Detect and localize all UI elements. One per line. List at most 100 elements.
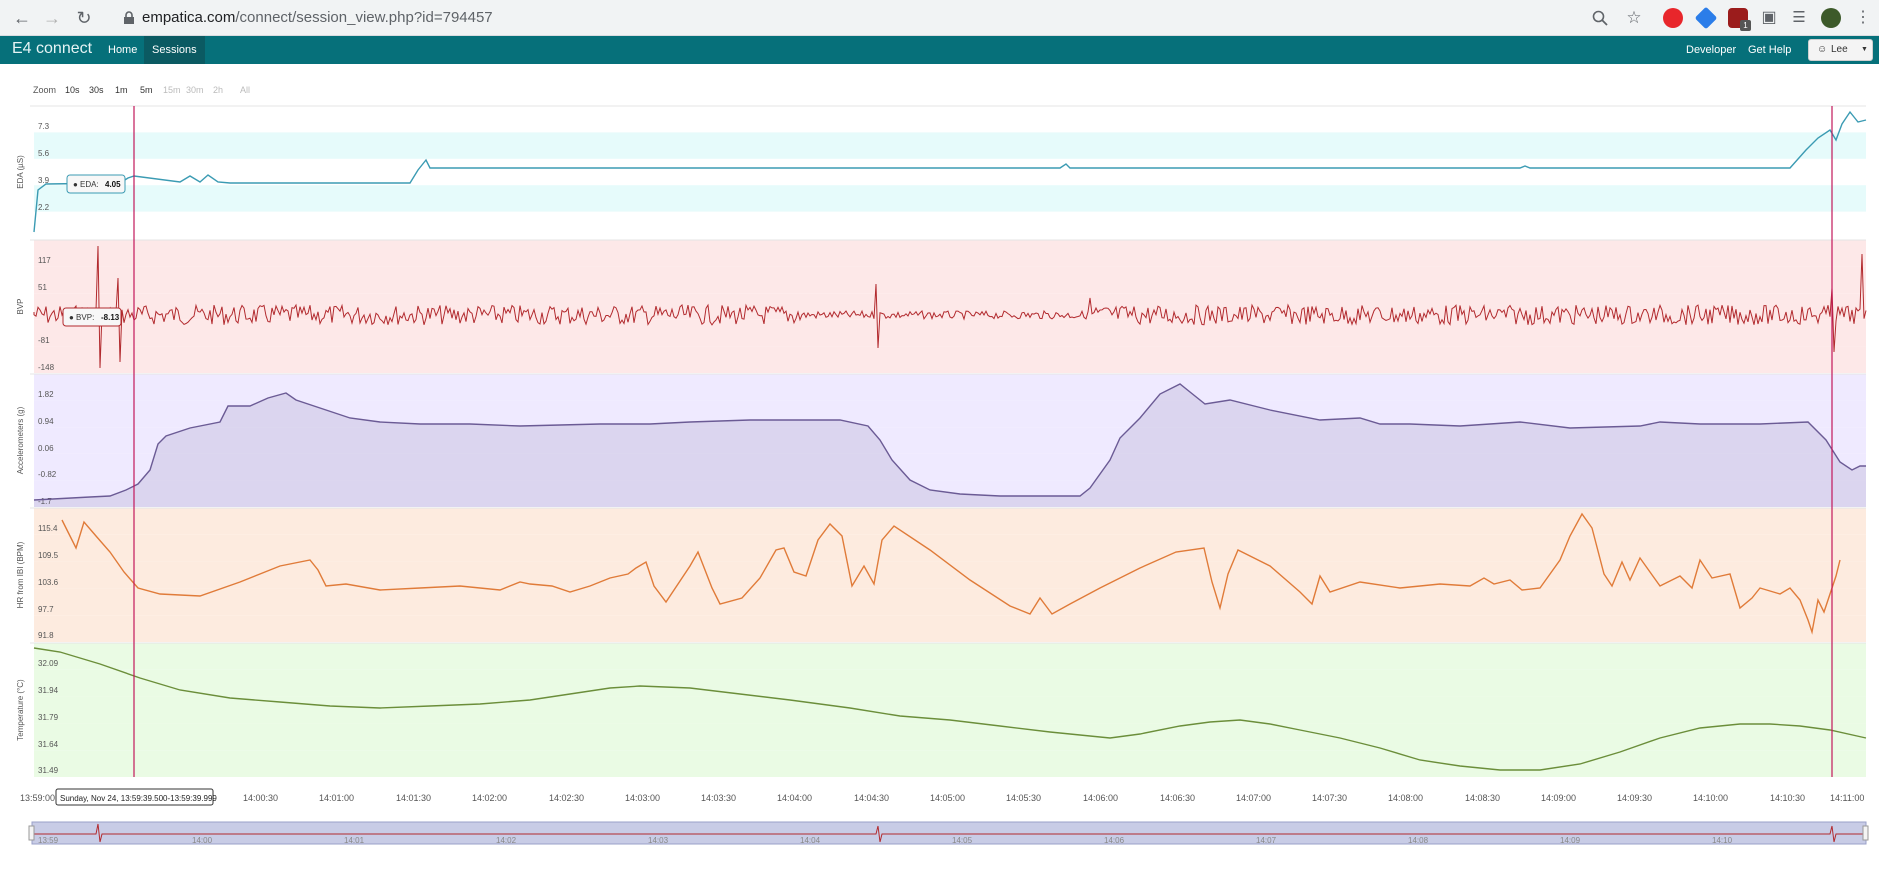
hover-time-label: Sunday, Nov 24, 13:59:39.500-13:59:39.99…: [60, 794, 217, 803]
navigator-handle-right[interactable]: [1862, 825, 1869, 841]
band: [34, 346, 1866, 373]
band: [34, 319, 1866, 347]
band: [34, 266, 1866, 294]
y-axis-label: EDA (µS): [16, 155, 25, 189]
address-bar[interactable]: [110, 4, 1650, 32]
eda-series-line: [33, 110, 1867, 233]
band: [34, 588, 1866, 616]
user-name: Lee: [1831, 44, 1848, 55]
time-tick-label: 14:03:30: [701, 793, 736, 803]
url-text: empatica.com/connect/session_view.php?id…: [142, 9, 493, 26]
y-axis-label: Accelerometers (g): [16, 406, 25, 474]
puzzle-extensions-icon[interactable]: ▣: [1761, 9, 1777, 26]
y-tick-label: 97.7: [38, 605, 54, 614]
user-icon: ☺: [1817, 44, 1828, 55]
app-navbar: E4 connect Home Sessions Developer Get H…: [0, 36, 1879, 64]
y-tick-label: 0.06: [38, 444, 54, 453]
bvp-series-line: [33, 245, 1867, 369]
media-playlist-icon[interactable]: ☰: [1792, 9, 1806, 26]
zoom-5m-button[interactable]: 5m: [140, 85, 153, 95]
navigator-window[interactable]: [31, 821, 1867, 845]
navigator-handle-left[interactable]: [28, 825, 35, 841]
zoom-all-button: All: [240, 85, 251, 95]
y-tick-label: 1.82: [38, 390, 54, 399]
nav-home[interactable]: Home: [108, 44, 138, 56]
navigator-tick-label: 14:09: [1560, 836, 1581, 845]
zoom-30s-button[interactable]: 30s: [89, 85, 104, 95]
nav-get-help[interactable]: Get Help: [1748, 44, 1792, 56]
accelerometer-series-line: [33, 383, 1866, 501]
y-tick-label: 31.64: [38, 740, 59, 749]
extension-badge: 1: [1740, 20, 1751, 31]
temperature-series-line: [33, 647, 1867, 771]
forward-arrow-icon[interactable]: →: [43, 8, 61, 28]
time-tick-label: 14:09:30: [1617, 793, 1652, 803]
browser-toolbar: ← → ↻ empatica.com/connect/session_view.…: [0, 0, 1879, 36]
y-tick-label: 31.49: [38, 766, 59, 775]
zoom-15m-button: 15m: [163, 85, 181, 95]
hr-series-line: [61, 512, 1841, 635]
more-menu-icon[interactable]: ⋮: [1855, 9, 1871, 26]
hover-time-box: [55, 788, 214, 806]
lock-icon: [124, 11, 134, 24]
navigator-tick-label: 14:05: [952, 836, 973, 845]
zoom-2h-button: 2h: [213, 85, 224, 95]
time-tick-label: 14:03:00: [625, 793, 660, 803]
band: [34, 723, 1866, 751]
zoom-10s-button[interactable]: 10s: [65, 85, 80, 95]
y-axis-label: Temperature (°C): [16, 679, 25, 741]
y-tick-label: 115.4: [38, 524, 58, 533]
bvp-tooltip-label: ● BVP:: [69, 313, 94, 322]
profile-avatar[interactable]: [1821, 8, 1841, 28]
time-tick-label: 14:06:00: [1083, 793, 1118, 803]
y-tick-label: 117: [38, 256, 51, 265]
zoom-magnifier-icon[interactable]: [1592, 10, 1608, 26]
y-tick-label: -0.82: [38, 470, 57, 479]
band: [34, 132, 1866, 159]
y-tick-label: 103.6: [38, 578, 59, 587]
y-tick-label: 51: [38, 283, 47, 292]
nav-developer[interactable]: Developer: [1686, 44, 1737, 56]
navigator-tick-label: 14:06: [1104, 836, 1125, 845]
band: [34, 185, 1866, 212]
time-tick-label: 14:02:30: [549, 793, 584, 803]
time-tick-label: 13:59:00: [20, 793, 55, 803]
y-tick-label: -1.7: [38, 497, 52, 506]
band: [34, 508, 1866, 535]
band: [34, 427, 1866, 454]
time-tick-label: 14:09:00: [1541, 793, 1576, 803]
eda-tooltip-label: ● EDA:: [73, 180, 99, 189]
band: [34, 750, 1866, 777]
user-menu-button[interactable]: ☺ Lee ▼: [1808, 39, 1873, 61]
navigator-tick-label: 14:08: [1408, 836, 1429, 845]
y-tick-label: 7.3: [38, 122, 50, 131]
nav-sessions[interactable]: Sessions: [144, 36, 205, 64]
bookmark-star-icon[interactable]: ☆: [1626, 8, 1642, 27]
time-tick-label: 14:10:00: [1693, 793, 1728, 803]
navigator-series-line: [34, 823, 1866, 843]
time-tick-label: 14:07:30: [1312, 793, 1347, 803]
time-tick-label: 14:04:00: [777, 793, 812, 803]
caret-down-icon: ▼: [1861, 46, 1868, 53]
zoom-label: Zoom: [33, 85, 57, 95]
time-tick-label: 14:07:00: [1236, 793, 1271, 803]
y-tick-label: 31.94: [38, 686, 59, 695]
zoom-30m-button: 30m: [186, 85, 204, 95]
y-tick-label: 0.94: [38, 417, 54, 426]
band: [34, 643, 1866, 670]
y-axis-label: BVP: [16, 298, 25, 314]
brand-logo[interactable]: E4 connect: [12, 40, 93, 57]
y-axis-label: HR from IBI (BPM): [16, 541, 25, 608]
navigator-tick-label: 13:59: [38, 836, 59, 845]
y-tick-label: -81: [38, 336, 50, 345]
eda-tooltip-box: [66, 174, 126, 194]
reload-icon[interactable]: ↻: [76, 8, 92, 28]
stop-extension-icon[interactable]: [1663, 8, 1683, 28]
accelerometer-area-fill: [34, 384, 1866, 507]
time-tick-label: 14:05:30: [1006, 793, 1041, 803]
band: [34, 696, 1866, 724]
time-tick-label: 14:10:30: [1770, 793, 1805, 803]
zoom-1m-button[interactable]: 1m: [115, 85, 128, 95]
back-arrow-icon[interactable]: ←: [13, 8, 31, 28]
